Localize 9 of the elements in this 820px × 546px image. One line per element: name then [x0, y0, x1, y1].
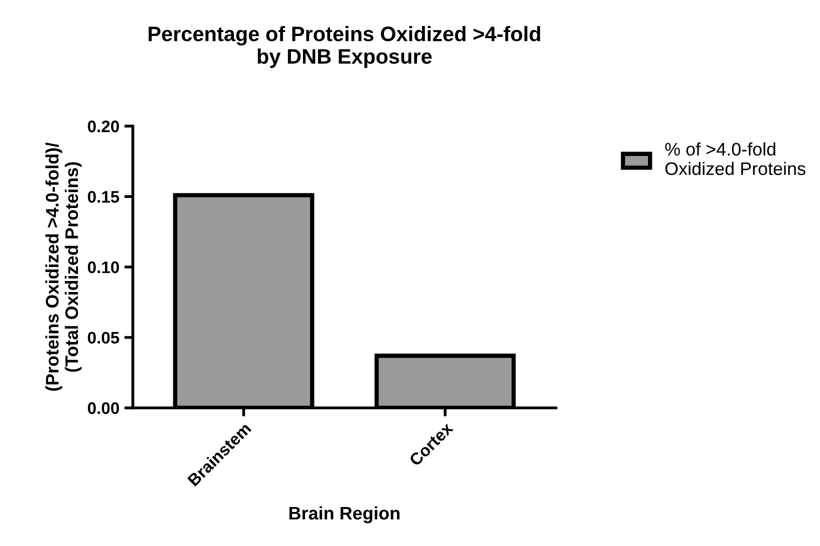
legend-label: % of >4.0-fold Oxidized Proteins — [665, 142, 806, 176]
x-axis-title: Brain Region — [289, 506, 400, 524]
y-axis-title: (Proteins Oxidized >4.0-fold)/ (Total Oxidized Proteins) — [45, 142, 82, 391]
y-tick-label: 0.05 — [88, 332, 120, 344]
chart-title: Percentage of Proteins Oxidized >4-fold by DNB Exposure — [148, 26, 540, 68]
y-tick-label: 0.20 — [88, 120, 119, 132]
y-tick-label: 0.15 — [88, 190, 120, 203]
y-tick-label: 0.10 — [88, 261, 119, 274]
y-tick-label: 0.00 — [88, 402, 119, 414]
